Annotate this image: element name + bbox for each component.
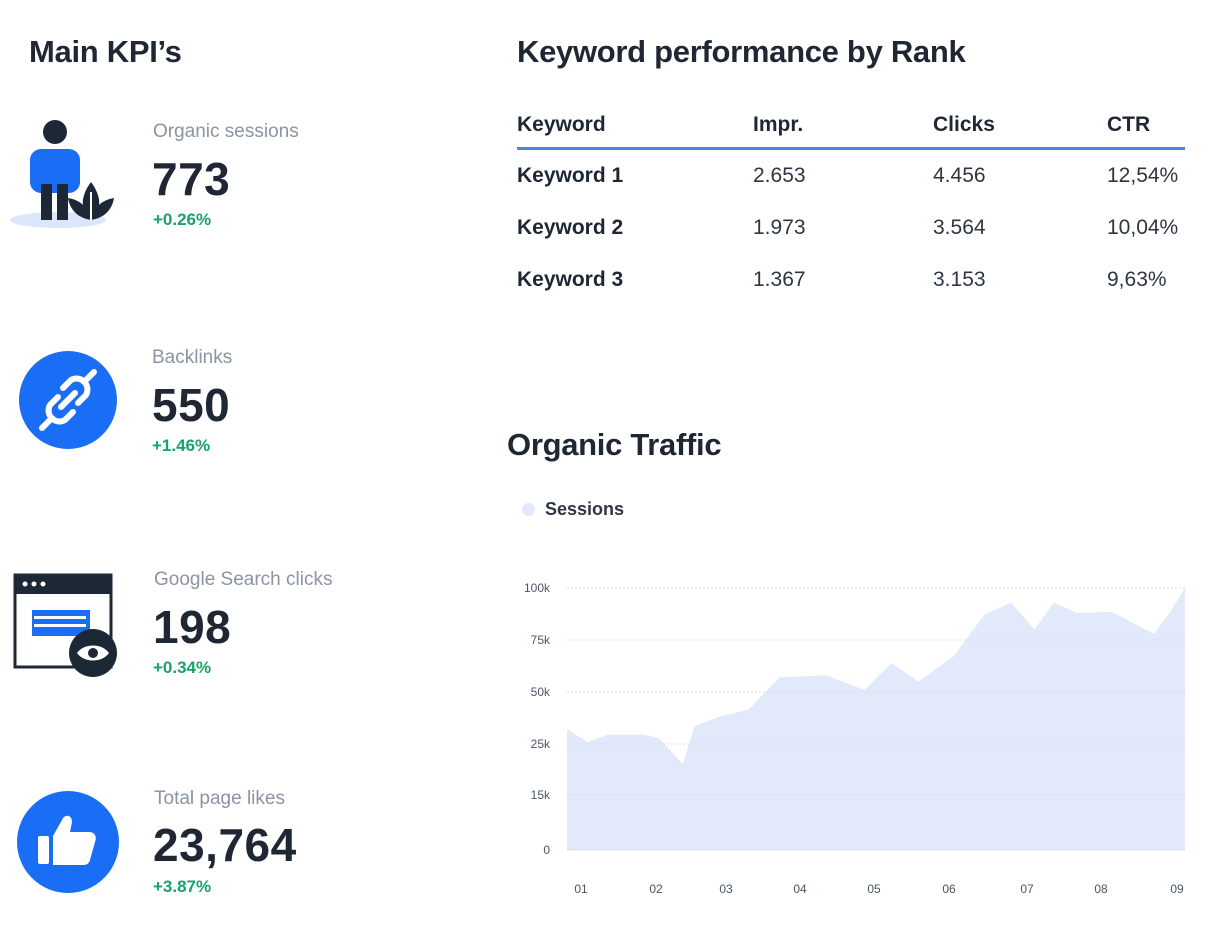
column-header: Keyword	[517, 113, 606, 136]
kpi-change: +3.87%	[153, 877, 212, 896]
chart-legend: Sessions	[522, 499, 624, 520]
kpi-label: Total page likes	[154, 788, 285, 809]
kpi-label: Backlinks	[152, 347, 233, 368]
table-row: Keyword 2 1.973 3.564 10,04%	[517, 202, 1185, 254]
x-tick-label: 01	[574, 882, 588, 896]
kpi-value: 23,764	[153, 819, 297, 871]
person-plant-icon	[8, 112, 123, 237]
table-cell: Keyword 2	[517, 216, 624, 239]
table-cell: 9,63%	[1107, 268, 1167, 291]
y-tick-label: 100k	[524, 581, 551, 595]
x-tick-label: 05	[867, 882, 881, 896]
kpi-change: +1.46%	[152, 436, 211, 455]
x-tick-label: 04	[793, 882, 807, 896]
kpi-change: +0.26%	[153, 210, 212, 229]
traffic-title: Organic Traffic	[507, 427, 722, 462]
table-row: Keyword 3 1.367 3.153 9,63%	[517, 254, 1185, 306]
series-area-sessions	[567, 588, 1185, 850]
legend-label: Sessions	[545, 499, 625, 519]
table-cell: 2.653	[753, 164, 806, 187]
table-cell: 10,04%	[1107, 216, 1179, 239]
column-header: Impr.	[753, 113, 804, 136]
keyword-table: Keyword Impr. Clicks CTR Keyword 1 2.653…	[517, 113, 1185, 306]
kpis-title: Main KPI’s	[29, 34, 182, 69]
table-cell: Keyword 1	[517, 164, 624, 187]
link-icon	[18, 350, 118, 450]
table-cell: 3.153	[933, 268, 986, 291]
table-cell: Keyword 3	[517, 268, 624, 291]
y-tick-label: 25k	[531, 737, 551, 751]
kpi-label: Google Search clicks	[154, 569, 333, 590]
kpi-label: Organic sessions	[153, 121, 299, 142]
kpi-change: +0.34%	[153, 658, 212, 677]
kpi-value: 773	[152, 153, 231, 205]
x-tick-label: 06	[942, 882, 956, 896]
table-cell: 12,54%	[1107, 164, 1179, 187]
table-cell: 1.973	[753, 216, 806, 239]
organic-traffic-chart: 0 15k 25k 50k 75k 100k 01 02 03 04 05 06 07 08 09	[524, 581, 1185, 896]
x-tick-label: 08	[1094, 882, 1108, 896]
x-tick-label: 09	[1170, 882, 1184, 896]
thumbs-up-icon	[16, 790, 120, 894]
y-tick-label: 0	[543, 843, 550, 857]
y-tick-label: 50k	[531, 685, 551, 699]
x-tick-label: 02	[649, 882, 663, 896]
table-cell: 3.564	[933, 216, 986, 239]
table-cell: 4.456	[933, 164, 986, 187]
column-header: Clicks	[933, 113, 995, 136]
legend-swatch	[522, 503, 535, 516]
column-header: CTR	[1107, 113, 1151, 136]
browser-eye-icon	[12, 572, 122, 678]
y-tick-label: 75k	[531, 633, 551, 647]
x-tick-label: 03	[719, 882, 733, 896]
y-tick-label: 15k	[531, 788, 551, 802]
table-cell: 1.367	[753, 268, 806, 291]
x-tick-label: 07	[1020, 882, 1034, 896]
kpi-value: 550	[152, 379, 231, 431]
table-row: Keyword 1 2.653 4.456 12,54%	[517, 149, 1185, 203]
kpi-value: 198	[153, 601, 232, 653]
keywords-title: Keyword performance by Rank	[517, 34, 966, 69]
table-header-row: Keyword Impr. Clicks CTR	[517, 113, 1185, 149]
